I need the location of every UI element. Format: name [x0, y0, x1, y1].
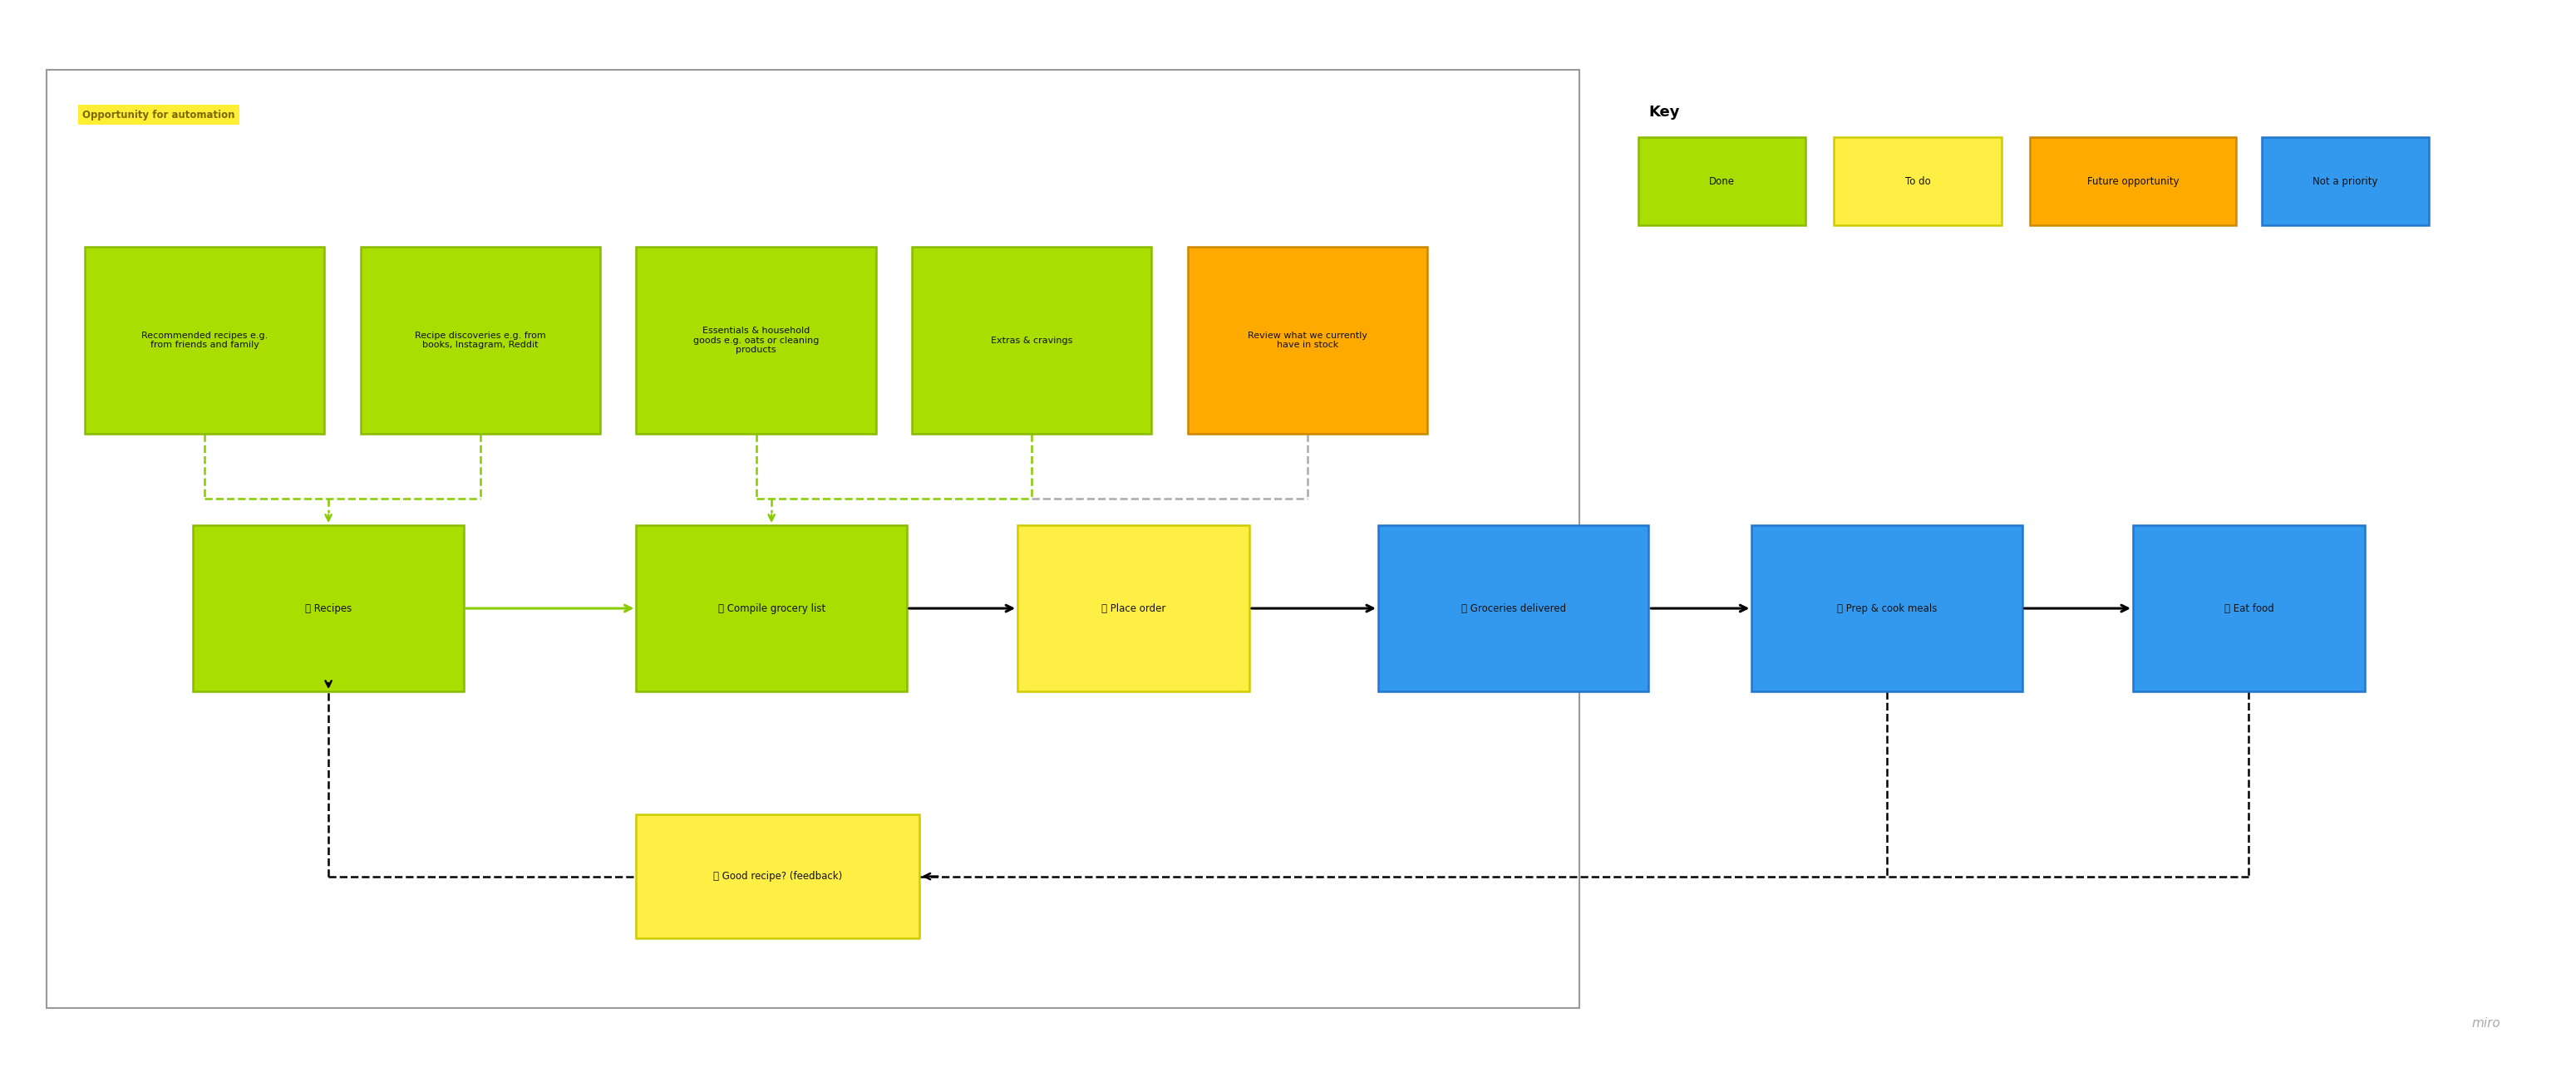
- FancyBboxPatch shape: [912, 247, 1151, 434]
- FancyBboxPatch shape: [1638, 137, 1806, 225]
- FancyBboxPatch shape: [2030, 137, 2236, 225]
- FancyBboxPatch shape: [1188, 247, 1427, 434]
- FancyBboxPatch shape: [193, 525, 464, 691]
- Text: 🚛 Groceries delivered: 🚛 Groceries delivered: [1461, 602, 1566, 614]
- Text: ✅ Good recipe? (feedback): ✅ Good recipe? (feedback): [714, 870, 842, 882]
- Text: 🍅 Compile grocery list: 🍅 Compile grocery list: [719, 602, 824, 614]
- Text: Done: Done: [1708, 176, 1736, 187]
- FancyBboxPatch shape: [636, 247, 876, 434]
- FancyBboxPatch shape: [1018, 525, 1249, 691]
- FancyBboxPatch shape: [1752, 525, 2022, 691]
- Text: Opportunity for automation: Opportunity for automation: [82, 109, 234, 120]
- FancyBboxPatch shape: [1378, 525, 1649, 691]
- FancyBboxPatch shape: [85, 247, 325, 434]
- Text: Key: Key: [1649, 105, 1680, 120]
- Text: To do: To do: [1906, 176, 1929, 187]
- Text: Not a priority: Not a priority: [2313, 176, 2378, 187]
- FancyBboxPatch shape: [2133, 525, 2365, 691]
- Text: 📋 Recipes: 📋 Recipes: [304, 602, 353, 614]
- Text: Recipe discoveries e.g. from
books, Instagram, Reddit: Recipe discoveries e.g. from books, Inst…: [415, 331, 546, 349]
- Text: Essentials & household
goods e.g. oats or cleaning
products: Essentials & household goods e.g. oats o…: [693, 327, 819, 354]
- Text: miro: miro: [2470, 1017, 2501, 1030]
- Text: Future opportunity: Future opportunity: [2087, 176, 2179, 187]
- FancyBboxPatch shape: [2262, 137, 2429, 225]
- FancyBboxPatch shape: [361, 247, 600, 434]
- Text: 🍳 Prep & cook meals: 🍳 Prep & cook meals: [1837, 602, 1937, 614]
- Text: 🍽 Eat food: 🍽 Eat food: [2223, 602, 2275, 614]
- FancyBboxPatch shape: [636, 815, 920, 938]
- Text: Recommended recipes e.g.
from friends and family: Recommended recipes e.g. from friends an…: [142, 331, 268, 349]
- Text: Extras & cravings: Extras & cravings: [992, 337, 1072, 344]
- Text: Review what we currently
have in stock: Review what we currently have in stock: [1247, 331, 1368, 349]
- FancyBboxPatch shape: [1834, 137, 2002, 225]
- FancyBboxPatch shape: [636, 525, 907, 691]
- Text: 🛍 Place order: 🛍 Place order: [1103, 602, 1164, 614]
